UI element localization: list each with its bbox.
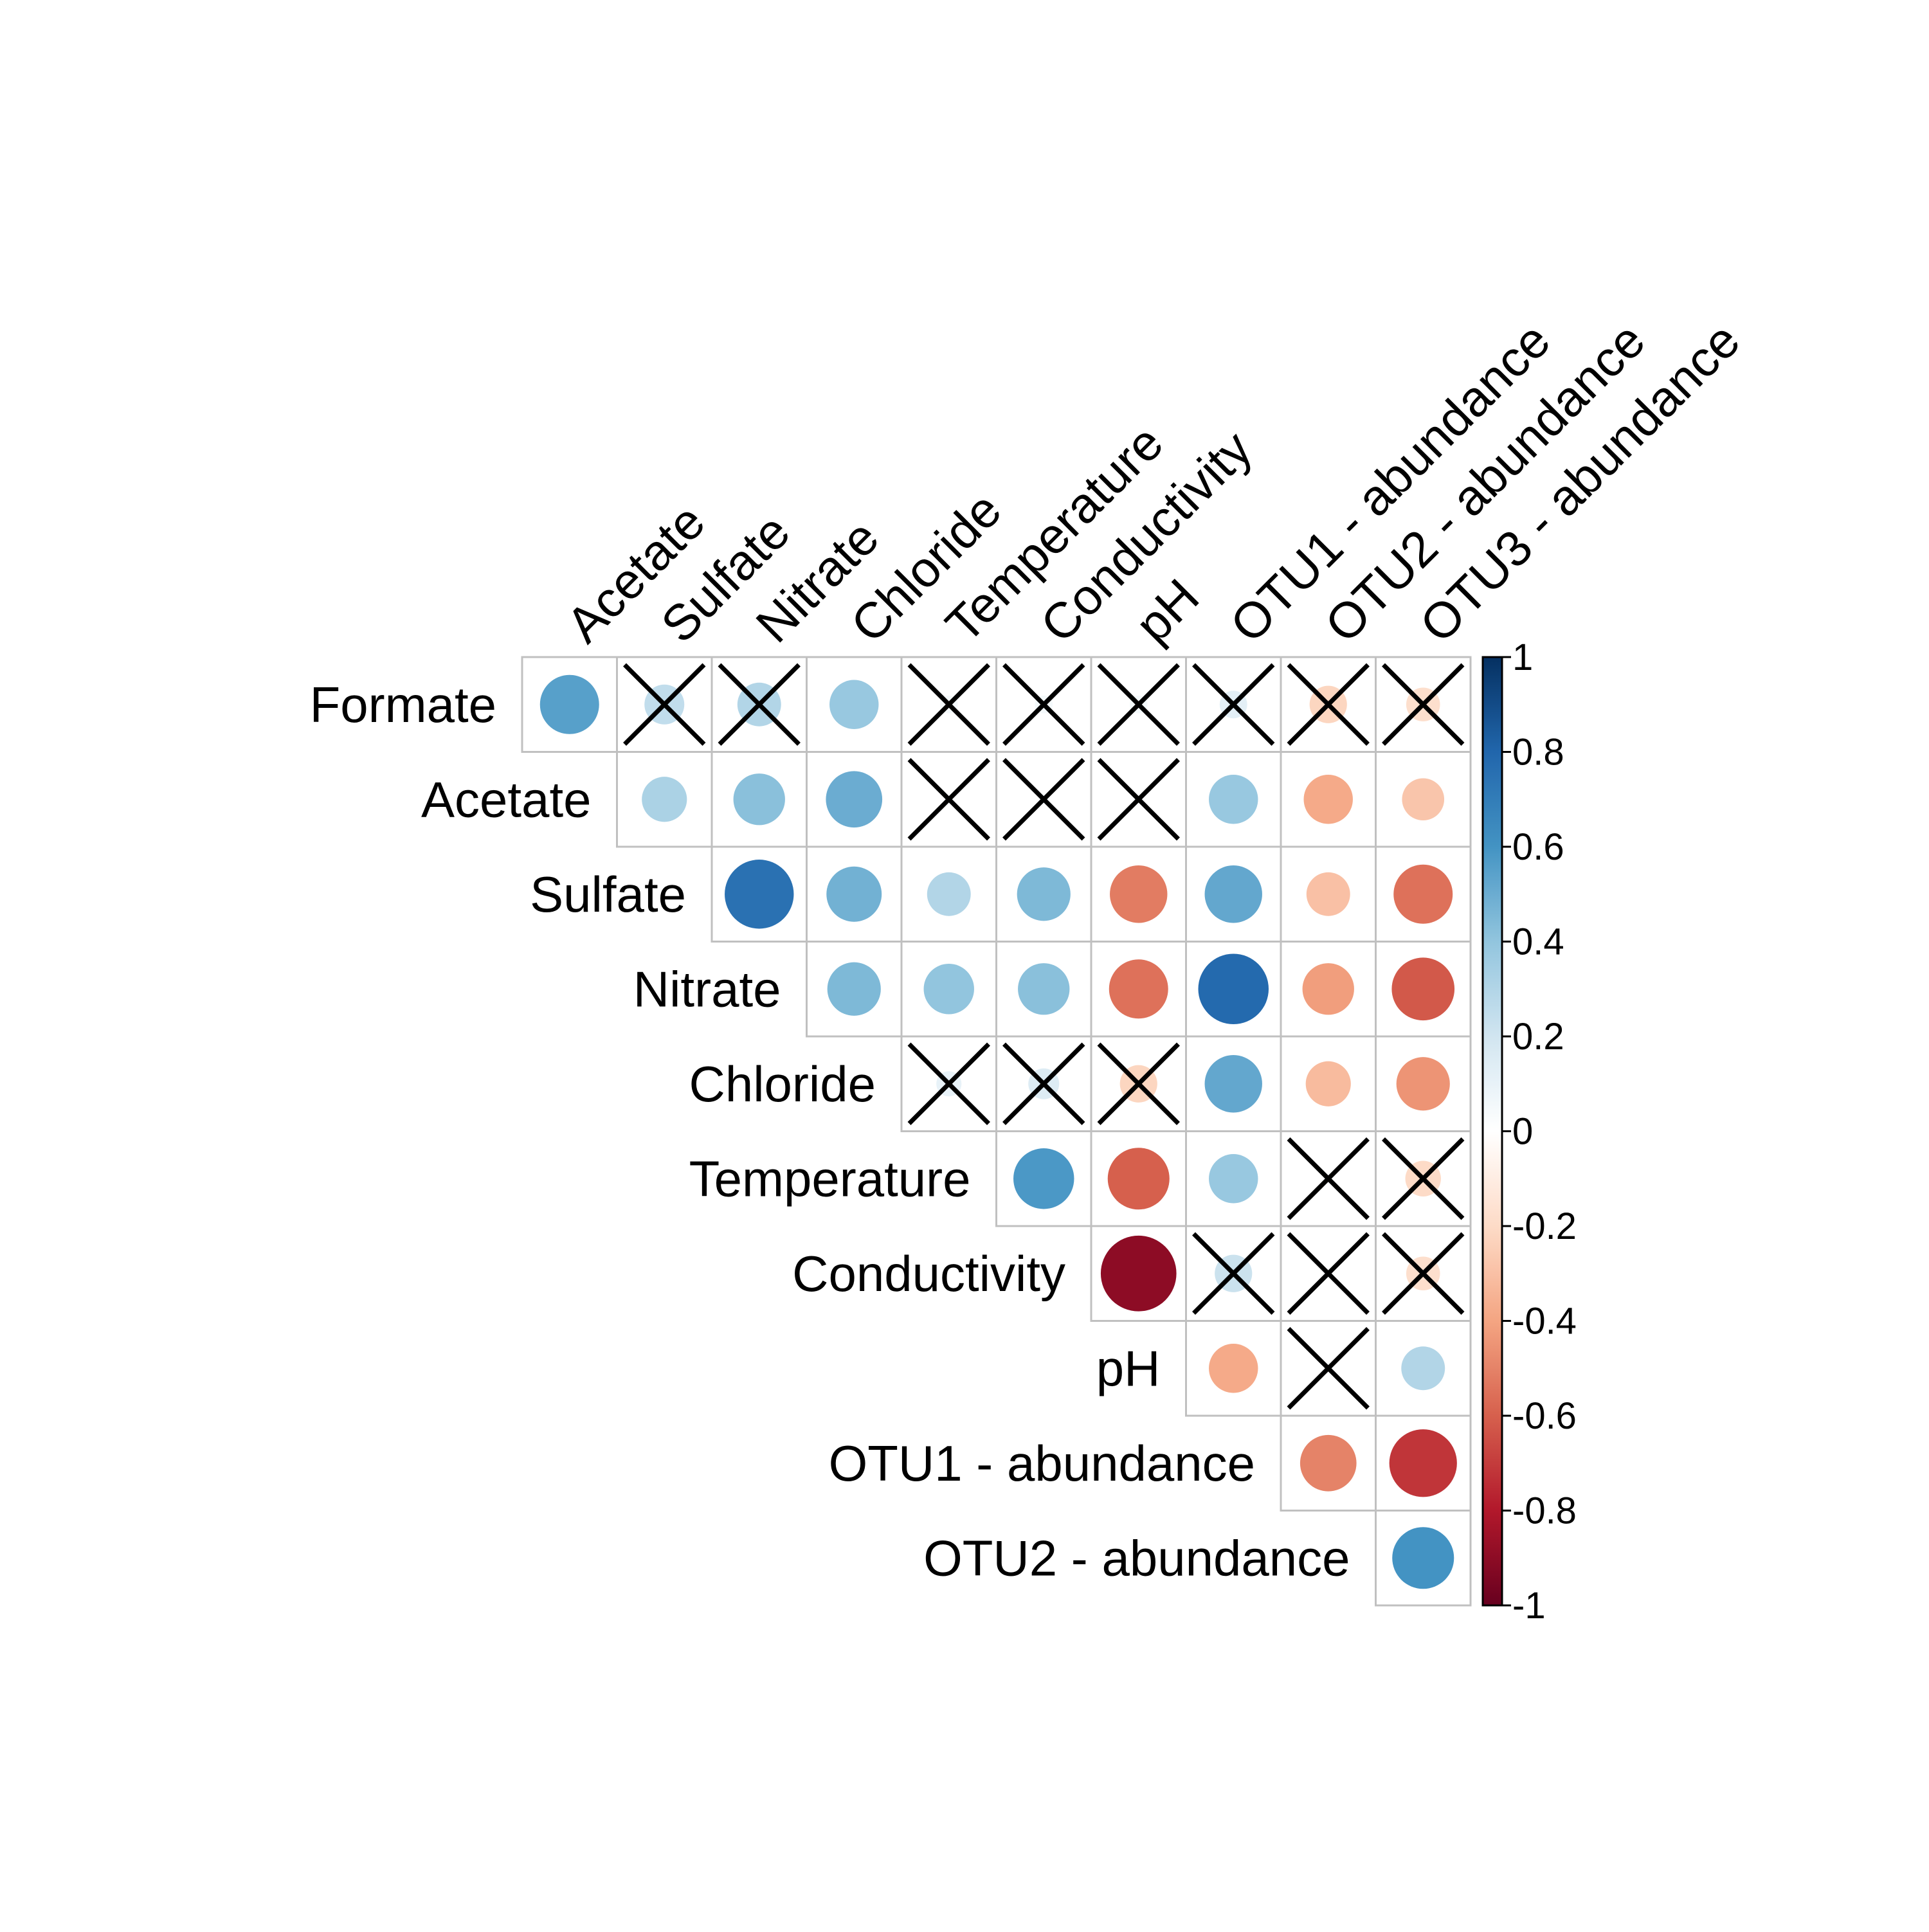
correlation-circle-acetate-otu2-abundance (1303, 775, 1353, 824)
row-label-conductivity: Conductivity (792, 1245, 1065, 1302)
colorbar-tick-label: 0.6 (1512, 826, 1564, 868)
correlation-circle-acetate-nitrate (733, 773, 785, 826)
non-significant-cross-icon (1192, 1232, 1275, 1315)
row-label-sulfate: Sulfate (530, 866, 686, 923)
non-significant-cross-icon (623, 663, 706, 746)
correlation-circle-nitrate-otu2-abundance (1302, 963, 1354, 1015)
non-significant-cross-icon (1002, 663, 1085, 746)
correlation-circle-temperature-ph (1107, 1148, 1170, 1210)
color-legend: 1 0.8 0.6 0.4 0.2 0 -0.2 -0.4 -0.6 -0.8 -1 (1481, 636, 1577, 1627)
non-significant-cross-icon (1382, 1232, 1465, 1315)
correlation-circle-nitrate-ph (1109, 959, 1168, 1019)
non-significant-cross-icon (1002, 758, 1085, 841)
colorbar-tick-label: -0.8 (1512, 1490, 1577, 1532)
correlation-circle-sulfate-temperature (927, 872, 971, 916)
row-label-formate: Formate (310, 676, 496, 733)
correlation-circle-acetate-sulfate (642, 777, 687, 822)
colorbar-tick-label: 0 (1512, 1111, 1533, 1153)
correlation-circle-chloride-otu2-abundance (1305, 1061, 1351, 1106)
colorbar-tick-label: 1 (1512, 636, 1533, 678)
correlation-circle-chloride-otu1-abundance (1204, 1055, 1262, 1113)
correlation-circle-sulfate-nitrate (725, 860, 794, 929)
non-significant-cross-icon (907, 1042, 990, 1125)
correlation-circle-sulfate-otu2-abundance (1306, 872, 1350, 916)
row-label-ph: pH (1096, 1340, 1161, 1396)
colorbar-tick-label: 0.4 (1512, 921, 1564, 963)
non-significant-cross-icon (1097, 758, 1180, 841)
non-significant-cross-icon (1287, 1327, 1370, 1410)
non-significant-cross-icon (907, 663, 990, 746)
non-significant-cross-icon (1097, 663, 1180, 746)
correlation-circle-chloride-otu3-abundance (1396, 1057, 1450, 1111)
correlation-circle-acetate-chloride (826, 771, 883, 828)
correlation-circle-temperature-otu1-abundance (1209, 1154, 1258, 1204)
non-significant-cross-icon (1382, 1137, 1465, 1220)
row-label-nitrate: Nitrate (633, 961, 781, 1017)
non-significant-cross-icon (907, 758, 990, 841)
correlation-circle-formate-acetate (539, 674, 599, 734)
colorbar-tick-label: -0.2 (1512, 1205, 1577, 1247)
correlation-circle-otu1-abundance-otu2-abundance (1300, 1434, 1357, 1492)
correlation-circle-nitrate-chloride (827, 962, 881, 1016)
correlation-circle-sulfate-chloride (826, 866, 882, 922)
correlation-circle-conductivity-ph (1100, 1235, 1177, 1312)
non-significant-cross-icon (1002, 1042, 1085, 1125)
correlation-circle-acetate-otu3-abundance (1402, 778, 1445, 821)
correlation-circle-acetate-otu1-abundance (1209, 775, 1258, 824)
row-labels: Formate Acetate Sulfate Nitrate Chloride Temp… (310, 676, 1350, 1587)
correlation-circle-formate-chloride (829, 680, 879, 729)
non-significant-cross-icon (1287, 1232, 1370, 1315)
row-label-temperature: Temperature (689, 1150, 971, 1207)
correlation-circle-ph-otu1-abundance (1209, 1344, 1258, 1393)
row-label-chloride: Chloride (689, 1056, 876, 1112)
colorbar-tick-label: 0.2 (1512, 1016, 1564, 1058)
correlation-circle-nitrate-temperature (923, 964, 974, 1015)
colorbar-tick-label: -1 (1512, 1585, 1546, 1627)
non-significant-cross-icon (1097, 1042, 1180, 1125)
correlation-circle-nitrate-conductivity (1018, 963, 1070, 1015)
row-label-otu1-abundance: OTU1 - abundance (829, 1435, 1255, 1492)
correlation-circle-otu1-abundance-otu3-abundance (1389, 1429, 1457, 1497)
colorbar-tick-label: -0.4 (1512, 1301, 1577, 1342)
correlation-circle-sulfate-ph (1110, 865, 1168, 923)
non-significant-cross-icon (718, 663, 801, 746)
non-significant-cross-icon (1192, 663, 1275, 746)
correlation-circle-ph-otu3-abundance (1401, 1346, 1445, 1391)
correlation-circle-nitrate-otu1-abundance (1198, 953, 1269, 1025)
colorbar-tick-label: 0.8 (1512, 732, 1564, 773)
non-significant-cross-icon (1382, 663, 1465, 746)
colorbar (1481, 656, 1503, 1607)
non-significant-cross-icon (1287, 663, 1370, 746)
non-significant-cross-icon (1287, 1137, 1370, 1220)
correlation-circle-nitrate-otu3-abundance (1391, 957, 1455, 1021)
correlation-circle-sulfate-otu1-abundance (1204, 865, 1262, 923)
correlation-circle-otu2-abundance-otu3-abundance (1392, 1527, 1454, 1589)
row-label-otu2-abundance: OTU2 - abundance (923, 1530, 1350, 1586)
correlation-circle-temperature-conductivity (1013, 1148, 1074, 1209)
correlation-circle-sulfate-conductivity (1017, 867, 1071, 921)
row-label-acetate: Acetate (421, 771, 592, 827)
colorbar-tick-label: -0.6 (1512, 1395, 1577, 1437)
correlation-circle-sulfate-otu3-abundance (1393, 864, 1453, 924)
matrix-cell (1375, 1510, 1472, 1607)
matrix-cells (521, 656, 1472, 1607)
